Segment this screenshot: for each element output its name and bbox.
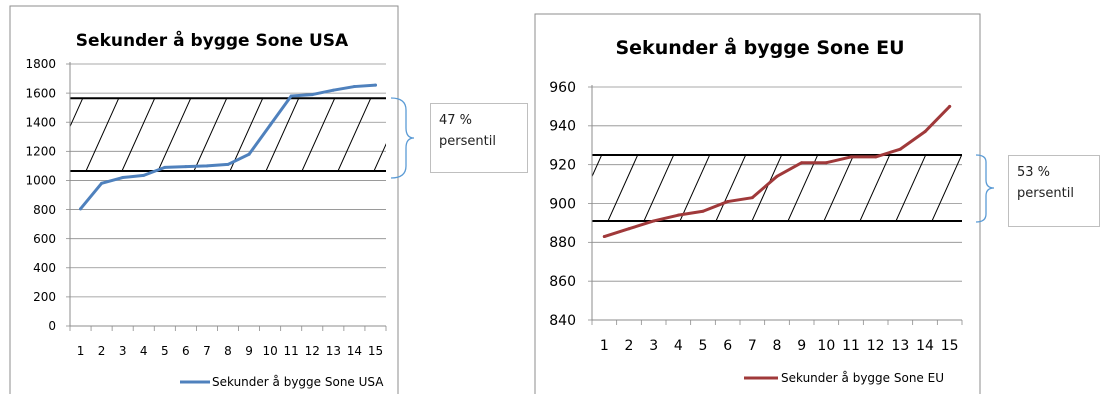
usa-data-point (100, 181, 104, 185)
usa-data-point (163, 165, 167, 169)
eu-x-tick-label: 6 (723, 338, 732, 354)
eu-data-point (775, 174, 779, 178)
usa-y-tick-label: 1400 (25, 115, 56, 129)
usa-x-tick-label: 5 (161, 344, 169, 358)
usa-x-tick-label: 7 (203, 344, 211, 358)
usa-data-point (247, 152, 251, 156)
usa-data-point (352, 85, 356, 89)
usa-y-tick-label: 1200 (25, 145, 56, 159)
usa-y-tick-label: 400 (33, 261, 56, 275)
eu-data-point (676, 213, 680, 217)
callout-eu-value: 53 % (1017, 165, 1051, 180)
chart-usa-title: Sekunder å bygge Sone USA (76, 29, 349, 51)
callout-usa-label: persentil (439, 134, 496, 149)
usa-y-tick-label: 1600 (25, 86, 56, 100)
usa-x-tick-label: 4 (140, 344, 148, 358)
usa-y-tick-label: 600 (33, 232, 56, 246)
eu-data-point (701, 209, 705, 213)
eu-y-tick-label: 900 (549, 196, 576, 212)
eu-data-point (627, 227, 631, 231)
eu-data-point (898, 147, 902, 151)
chart-eu: Sekunder å bygge Sone EU 840 860 880 900 920… (534, 13, 981, 394)
eu-y-tick-label: 940 (549, 119, 576, 135)
callout-eu-label: persentil (1017, 186, 1074, 201)
eu-y-tick-label: 880 (549, 235, 576, 251)
callout-eu: 53 % persentil (1008, 155, 1100, 227)
eu-x-tick-label: 14 (916, 338, 934, 354)
callout-usa-value: 47 % (439, 113, 473, 128)
eu-x-tick-label: 10 (817, 338, 835, 354)
callout-usa: 47 % persentil (430, 103, 528, 173)
usa-data-point (331, 88, 335, 92)
chart-eu-legend-label: Sekunder å bygge Sone EU (781, 371, 944, 385)
usa-data-point (226, 162, 230, 166)
usa-data-point (268, 123, 272, 127)
eu-data-point (750, 196, 754, 200)
eu-data-point (824, 161, 828, 165)
eu-x-tick-label: 1 (600, 338, 609, 354)
eu-x-tick-label: 3 (649, 338, 658, 354)
eu-y-tick-label: 960 (549, 80, 576, 96)
usa-data-point (289, 94, 293, 98)
eu-x-tick-label: 15 (941, 338, 959, 354)
usa-x-tick-label: 9 (245, 344, 253, 358)
usa-data-point (79, 207, 83, 211)
usa-y-tick-label: 1800 (25, 57, 56, 71)
brace-eu (975, 154, 995, 223)
eu-data-point (948, 104, 952, 108)
usa-data-point (205, 164, 209, 168)
chart-usa-legend-label: Sekunder å bygge Sone USA (212, 375, 384, 389)
brace-usa (390, 97, 415, 179)
eu-y-tick-label: 840 (549, 313, 576, 329)
usa-x-tick-label: 8 (224, 344, 232, 358)
usa-data-point (310, 93, 314, 97)
eu-data-point (602, 235, 606, 239)
chart-usa-frame (9, 5, 399, 394)
usa-x-tick-label: 14 (347, 344, 362, 358)
eu-data-point (800, 161, 804, 165)
eu-x-tick-label: 5 (699, 338, 708, 354)
eu-data-point (726, 200, 730, 204)
chart-eu-frame (534, 13, 981, 394)
eu-data-point (849, 155, 853, 159)
eu-percentile-hatch (592, 154, 962, 221)
eu-x-tick-label: 11 (842, 338, 860, 354)
eu-x-tick-label: 13 (891, 338, 909, 354)
eu-y-tick-label: 860 (549, 274, 576, 290)
eu-x-tick-label: 12 (867, 338, 885, 354)
usa-x-tick-label: 3 (119, 344, 127, 358)
usa-data-point (373, 83, 377, 87)
usa-data-point (142, 173, 146, 177)
usa-x-tick-label: 6 (182, 344, 190, 358)
usa-x-tick-label: 2 (98, 344, 106, 358)
eu-data-point (923, 130, 927, 134)
usa-y-tick-label: 1000 (25, 174, 56, 188)
usa-y-tick-label: 200 (33, 290, 56, 304)
usa-data-point (121, 176, 125, 180)
usa-data-point (184, 165, 188, 169)
usa-x-tick-label: 10 (262, 344, 277, 358)
eu-x-tick-label: 2 (625, 338, 634, 354)
eu-data-point (874, 155, 878, 159)
usa-x-tick-label: 15 (368, 344, 383, 358)
usa-y-tick-label: 0 (48, 319, 56, 333)
chart-usa: Sekunder å bygge Sone USA 0 200 400 600 800 1… (9, 5, 399, 394)
usa-x-tick-label: 12 (305, 344, 320, 358)
chart-eu-title: Sekunder å bygge Sone EU (615, 35, 904, 59)
usa-y-tick-label: 800 (33, 203, 56, 217)
usa-x-tick-label: 13 (326, 344, 341, 358)
eu-data-point (652, 219, 656, 223)
usa-percentile-hatch (70, 98, 386, 171)
eu-x-tick-label: 9 (797, 338, 806, 354)
eu-x-tick-label: 4 (674, 338, 683, 354)
usa-x-tick-label: 11 (284, 344, 299, 358)
eu-x-tick-label: 7 (748, 338, 757, 354)
usa-x-tick-label: 1 (77, 344, 85, 358)
eu-x-tick-label: 8 (773, 338, 782, 354)
eu-y-tick-label: 920 (549, 158, 576, 174)
